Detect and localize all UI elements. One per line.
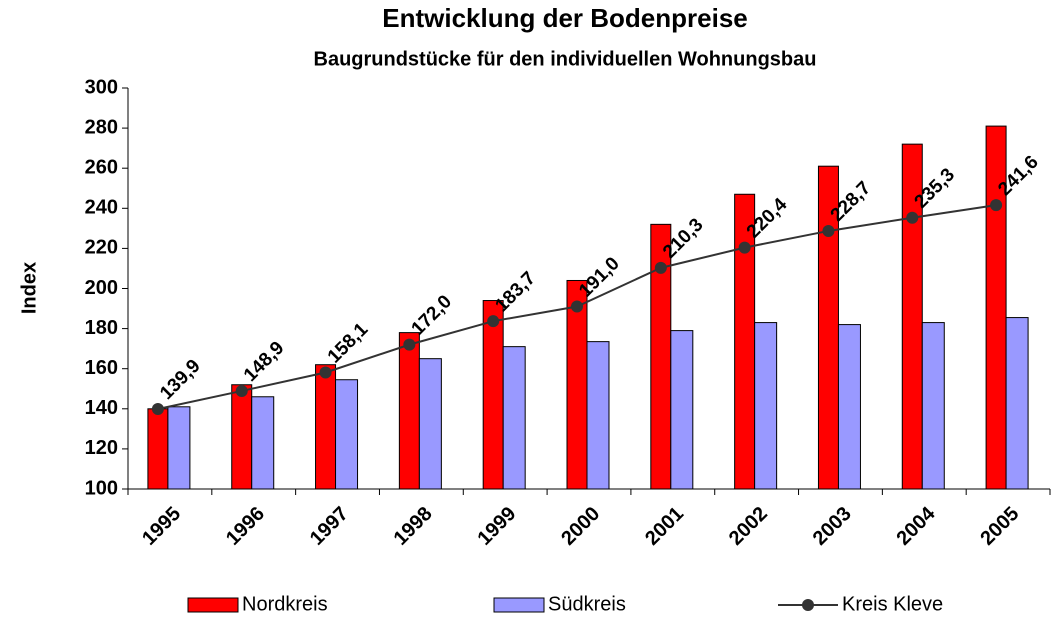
y-tick-label: 200 bbox=[85, 277, 118, 299]
line-marker bbox=[403, 338, 416, 351]
x-tick-label: 1997 bbox=[306, 503, 353, 550]
bar bbox=[231, 384, 253, 490]
legend-marker bbox=[802, 599, 814, 611]
y-tick-label: 180 bbox=[85, 317, 118, 339]
line-marker bbox=[235, 384, 248, 397]
data-label: 139,9 bbox=[156, 356, 204, 404]
line-marker bbox=[319, 366, 332, 379]
bar bbox=[418, 358, 442, 490]
bar bbox=[482, 300, 504, 490]
data-label: 148,9 bbox=[240, 338, 288, 386]
chart-title: Entwicklung der Bodenpreise bbox=[382, 3, 748, 33]
bar bbox=[670, 330, 694, 490]
legend-label: Kreis Kleve bbox=[842, 593, 943, 615]
x-tick-label: 1995 bbox=[138, 503, 185, 550]
y-axis-label: Index bbox=[18, 262, 40, 314]
y-tick-label: 100 bbox=[85, 477, 118, 499]
data-label: 191,0 bbox=[575, 253, 623, 301]
bar bbox=[985, 125, 1007, 490]
bar bbox=[754, 322, 778, 490]
x-tick-label: 2003 bbox=[809, 503, 856, 550]
line-marker bbox=[990, 199, 1003, 212]
y-tick-label: 160 bbox=[85, 357, 118, 379]
bar bbox=[335, 379, 359, 490]
y-tick-label: 220 bbox=[85, 237, 118, 259]
line-marker bbox=[906, 211, 919, 224]
line-marker bbox=[487, 315, 500, 328]
legend-swatch bbox=[493, 597, 545, 613]
y-tick-label: 300 bbox=[85, 76, 118, 98]
bar bbox=[734, 193, 756, 490]
bar bbox=[147, 408, 169, 490]
bar bbox=[837, 324, 861, 490]
x-tick-label: 2002 bbox=[725, 503, 772, 550]
bar bbox=[502, 346, 526, 490]
data-label: 172,0 bbox=[408, 291, 456, 339]
x-tick-label: 1999 bbox=[473, 503, 520, 550]
bar bbox=[251, 396, 275, 490]
line-marker bbox=[571, 300, 583, 313]
x-tick-label: 1998 bbox=[390, 503, 437, 550]
line-marker bbox=[738, 241, 751, 254]
x-tick-label: 1996 bbox=[222, 503, 269, 550]
line-marker bbox=[654, 261, 667, 274]
legend-label: Südkreis bbox=[548, 593, 626, 615]
x-tick-label: 2005 bbox=[976, 503, 1023, 550]
bar bbox=[921, 322, 945, 490]
y-tick-label: 120 bbox=[85, 437, 118, 459]
line-marker bbox=[822, 224, 835, 237]
legend-swatch bbox=[187, 597, 239, 613]
bar bbox=[901, 143, 923, 490]
legend-label: Nordkreis bbox=[242, 593, 328, 615]
y-tick-label: 240 bbox=[85, 197, 118, 219]
x-tick-label: 2001 bbox=[641, 503, 688, 550]
chart-subtitle: Baugrundstücke für den individuellen Woh… bbox=[314, 48, 817, 70]
y-tick-label: 140 bbox=[85, 397, 118, 419]
bar bbox=[586, 341, 610, 490]
y-tick-label: 280 bbox=[85, 116, 118, 138]
bar bbox=[315, 364, 337, 490]
x-tick-label: 2004 bbox=[893, 502, 941, 550]
x-tick-label: 2000 bbox=[557, 503, 604, 550]
data-label: 183,7 bbox=[491, 268, 539, 316]
bar bbox=[1005, 317, 1029, 490]
bar bbox=[398, 332, 420, 490]
y-tick-label: 260 bbox=[85, 156, 118, 178]
bar bbox=[167, 406, 191, 490]
line-marker bbox=[151, 403, 164, 416]
